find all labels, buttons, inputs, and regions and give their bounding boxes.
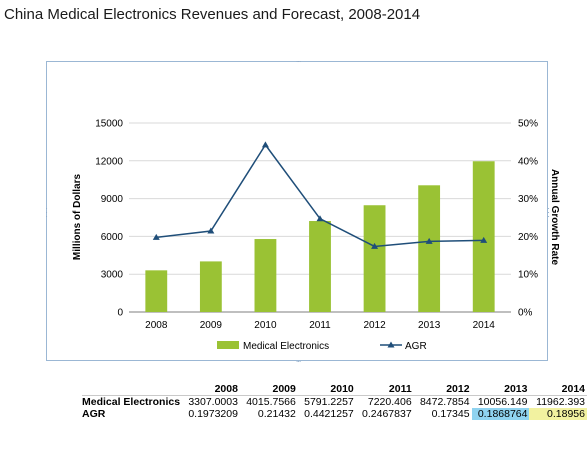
x-tick-label: 2008	[145, 320, 168, 331]
bar	[418, 185, 441, 312]
legend-label-agr: AGR	[405, 341, 427, 352]
bar-series-medical-electronics	[145, 161, 495, 312]
resize-handle-top[interactable]: ∙∙∙	[295, 56, 302, 66]
resize-handle-left[interactable]: ∙ ∙ ∙	[45, 203, 48, 221]
agr-point	[261, 141, 269, 148]
y2-tick-label: 10%	[518, 270, 538, 281]
agr-point	[207, 227, 215, 234]
bar	[254, 239, 277, 312]
table-header-cell: 2010	[330, 383, 354, 395]
table-cell: 0.17345	[431, 408, 470, 420]
chart-frame[interactable]: ∙∙∙ ∙∙∙ ∙ ∙ ∙ ∙ ∙ ∙	[45, 56, 550, 366]
y-tick-label: 15000	[95, 119, 123, 130]
table-header-cell: 2009	[272, 383, 296, 395]
table-header-cell: 2008	[214, 383, 238, 395]
y2-tick-label: 0%	[518, 308, 533, 319]
agr-point	[480, 236, 488, 243]
agr-point	[316, 215, 324, 222]
y2-tick-label: 30%	[518, 194, 538, 205]
combo-chart: 0 3000 6000 9000 12000 15000 0% 10% 20% 30% 40% 50…	[72, 119, 560, 353]
table-cell: 11962.393	[529, 395, 587, 408]
table-row-label: AGR	[82, 408, 106, 420]
y-axis-right-label: Annual Growth Rate	[549, 169, 560, 266]
table-cell: 0.21432	[257, 408, 296, 420]
line-series-agr	[152, 141, 488, 249]
x-tick-label: 2013	[418, 320, 441, 331]
x-axis-ticks: 2008 2009 2010 2011 2012 2013 2014	[145, 320, 495, 331]
table-cell: 0.1973209	[188, 408, 238, 420]
resize-handle-right[interactable]: ∙ ∙ ∙	[547, 203, 550, 221]
x-tick-label: 2012	[363, 320, 386, 331]
table-corner	[82, 383, 182, 396]
bar	[472, 161, 495, 312]
table-header-row: 2008 2009 2010 2011 2012 2013 2014	[82, 383, 587, 396]
table-cell: 0.4421257	[304, 408, 354, 420]
y-tick-label: 12000	[95, 156, 123, 167]
y-tick-label: 9000	[101, 194, 124, 205]
table-header-cell: 2014	[561, 383, 585, 395]
bar	[145, 270, 168, 312]
table-header-cell: 2013	[504, 383, 528, 395]
y2-tick-label: 50%	[518, 119, 538, 130]
table-cell: 8472.7854	[413, 395, 472, 408]
y-axis-left-label: Millions of Dollars	[72, 174, 83, 261]
bar	[363, 205, 386, 312]
x-tick-label: 2011	[309, 320, 331, 331]
y-tick-label: 3000	[101, 270, 124, 281]
y-axis-right-ticks: 0% 10% 20% 30% 40% 50%	[518, 119, 538, 319]
table-header-cell: 2012	[446, 383, 470, 395]
table-cell: 5791.2257	[297, 395, 356, 408]
x-tick-label: 2014	[473, 320, 496, 331]
table-cell: 10056.149	[471, 395, 530, 408]
y-axis-left-ticks: 0 3000 6000 9000 12000 15000	[95, 119, 123, 319]
y2-tick-label: 40%	[518, 156, 538, 167]
resize-handle-bottom[interactable]: ∙∙∙	[295, 356, 302, 366]
bar	[309, 221, 331, 312]
page-title: China Medical Electronics Revenues and F…	[4, 6, 421, 23]
y-tick-label: 0	[117, 308, 123, 319]
agr-point	[152, 233, 160, 240]
legend-label-medical-electronics: Medical Electronics	[243, 341, 329, 352]
table-cell: 3307.0003	[182, 395, 240, 408]
y2-tick-label: 20%	[518, 232, 538, 243]
table-header-cell: 2011	[388, 383, 412, 395]
table-row-label: Medical Electronics	[82, 395, 183, 408]
table-cell: 4015.7566	[239, 395, 298, 408]
table-cell-selected[interactable]: 0.1868764	[471, 408, 530, 420]
agr-point	[371, 242, 379, 249]
legend: Medical Electronics AGR	[217, 341, 427, 352]
y-tick-label: 6000	[101, 232, 124, 243]
table-cell: 7220.406	[355, 395, 414, 408]
table-row: AGR 0.1973209 0.21432 0.4421257 0.246783…	[82, 408, 587, 420]
data-table: 2008 2009 2010 2011 2012 2013 2014 Medic…	[82, 383, 587, 420]
legend-swatch-agr-marker	[387, 341, 395, 348]
table-row: Medical Electronics 3307.0003 4015.7566 …	[82, 395, 587, 408]
agr-point	[425, 237, 433, 244]
x-tick-label: 2010	[254, 320, 277, 331]
legend-swatch-medical-electronics	[217, 341, 239, 349]
table-cell-selected[interactable]: 0.18956	[529, 408, 587, 420]
bar	[199, 261, 222, 312]
x-tick-label: 2009	[200, 320, 223, 331]
table-cell: 0.2467837	[362, 408, 412, 420]
